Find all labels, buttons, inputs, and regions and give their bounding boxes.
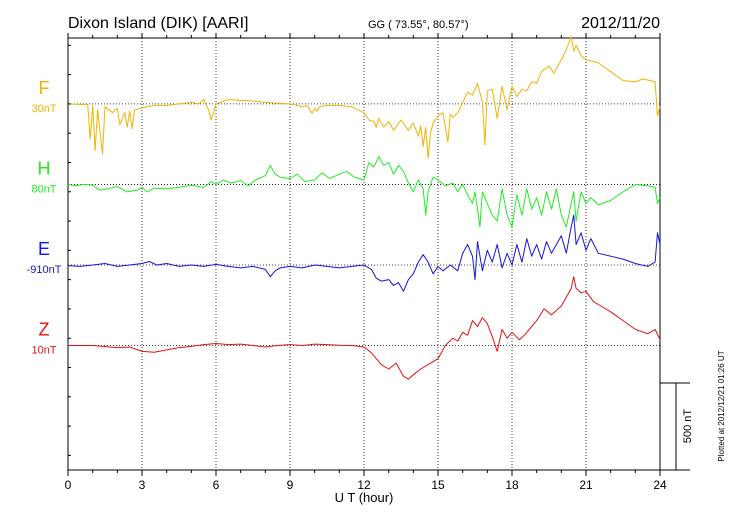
x-tick-label: 21 — [579, 478, 593, 492]
series-line-e — [67, 214, 661, 292]
grid — [68, 38, 660, 470]
scale-bar-label: 500 nT — [682, 409, 694, 444]
series-baseline-label-z: 10nT — [31, 345, 56, 357]
series-line-f — [67, 36, 661, 159]
series-baseline-label-f: 30nT — [31, 103, 56, 115]
series-name-f: F — [39, 78, 50, 98]
scale-bar: 500 nT — [660, 382, 694, 471]
x-tick-label: 15 — [431, 478, 445, 492]
x-tick-label: 18 — [505, 478, 519, 492]
x-tick-label: 24 — [653, 478, 667, 492]
x-axis: 0 3 6 9 12 15 18 21 24 — [65, 33, 667, 492]
x-tick-label: 0 — [65, 478, 72, 492]
series-name-e: E — [38, 239, 50, 259]
coordinates-label: GG ( 73.55°, 80.57°) — [368, 19, 469, 31]
series-baseline-label-e: -910nT — [27, 264, 62, 276]
series-labels: F 30nT H 80nT E -910nT Z 10nT — [27, 78, 62, 357]
series-line-h — [67, 156, 661, 228]
x-tick-label: 12 — [357, 478, 371, 492]
series-layer — [67, 36, 661, 380]
x-axis-label: U T (hour) — [335, 490, 394, 505]
series-baseline-label-h: 80nT — [31, 183, 56, 195]
plotted-timestamp: Plotted at 2012/12/21 01:26 UT — [717, 350, 726, 461]
series-name-h: H — [38, 158, 51, 178]
date-label: 2012/11/20 — [581, 15, 660, 32]
x-tick-label: 3 — [139, 478, 146, 492]
x-tick-label: 9 — [287, 478, 294, 492]
station-title: Dixon Island (DIK) [AARI] — [68, 15, 249, 32]
series-line-z — [68, 276, 661, 380]
x-tick-label: 6 — [213, 478, 220, 492]
series-name-z: Z — [39, 320, 50, 340]
